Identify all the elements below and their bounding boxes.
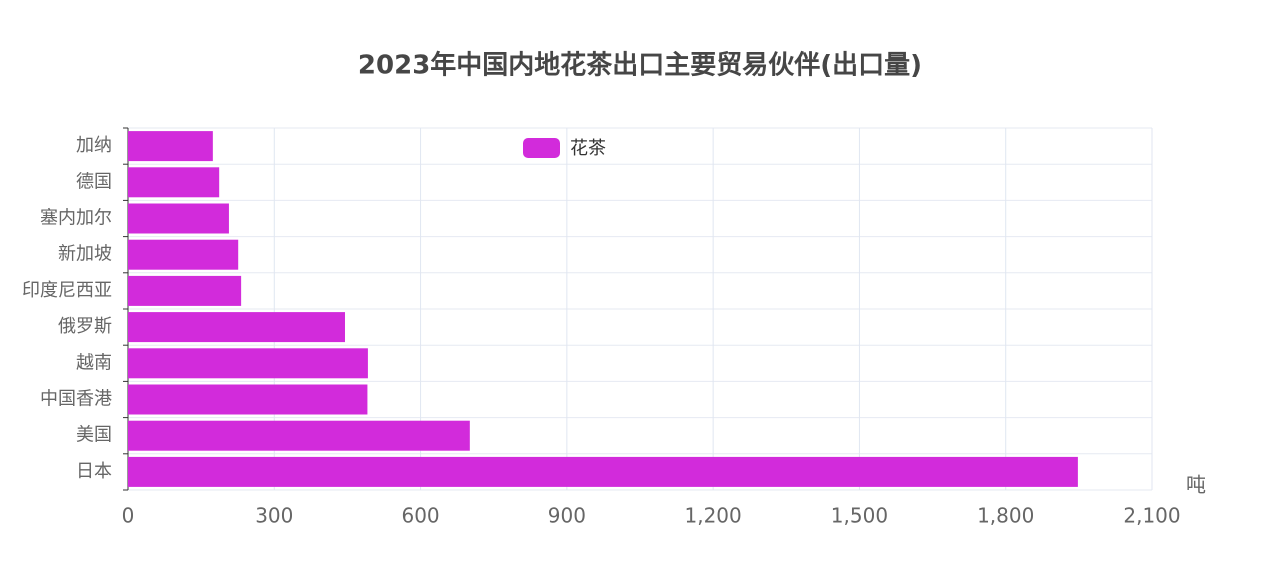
- y-tick-label: 日本: [76, 461, 112, 482]
- y-tick-label: 中国香港: [40, 389, 112, 410]
- x-axis-label: 吨: [1186, 473, 1206, 497]
- x-tick-label: 600: [401, 504, 439, 528]
- x-tick-label: 2,100: [1123, 504, 1180, 528]
- bar: [128, 456, 1078, 487]
- x-tick-label: 1,800: [977, 504, 1034, 528]
- bar: [128, 167, 220, 198]
- y-tick-label: 新加坡: [58, 244, 112, 265]
- y-tick-label: 塞内加尔: [40, 208, 112, 229]
- bar: [128, 275, 242, 306]
- x-tick-label: 900: [548, 504, 586, 528]
- bar: [128, 384, 368, 415]
- y-tick-label: 加纳: [76, 135, 112, 156]
- x-tick-label: 0: [122, 504, 135, 528]
- bar: [128, 348, 368, 379]
- bar: [128, 203, 229, 234]
- bar: [128, 312, 345, 343]
- legend-label: 花茶: [570, 138, 606, 159]
- y-tick-label: 俄罗斯: [58, 316, 112, 337]
- x-tick-label: 300: [255, 504, 293, 528]
- x-tick-label: 1,200: [685, 504, 742, 528]
- y-tick-label: 德国: [76, 171, 112, 192]
- y-tick-label: 美国: [76, 425, 112, 446]
- y-tick-label: 越南: [76, 352, 112, 373]
- bar: [128, 420, 470, 451]
- legend-swatch: [523, 138, 560, 158]
- x-tick-label: 1,500: [831, 504, 888, 528]
- y-tick-label: 印度尼西亚: [22, 280, 112, 301]
- bar: [128, 131, 213, 162]
- chart-title: 2023年中国内地花茶出口主要贸易伙伴(出口量): [358, 50, 922, 81]
- bar: [128, 239, 239, 270]
